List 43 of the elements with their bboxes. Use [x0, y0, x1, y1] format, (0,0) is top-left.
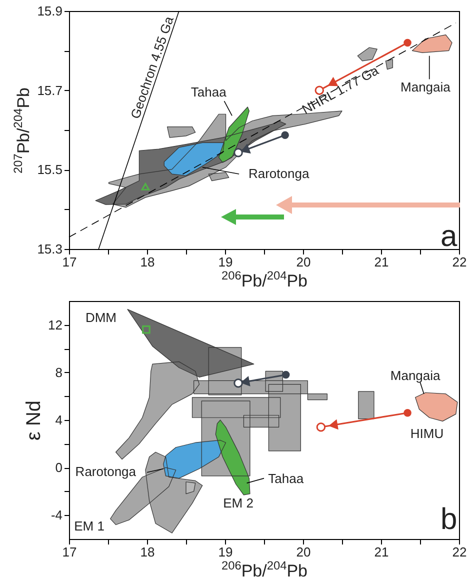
- x-tick-label: 19: [218, 544, 233, 560]
- annotation: Rarotonga: [248, 166, 310, 182]
- annotation: HIMU: [410, 426, 444, 442]
- x-tick-label: 21: [374, 254, 389, 270]
- x-tick-label: 17: [62, 544, 77, 560]
- annotation: Mangaia: [400, 80, 452, 95]
- annotation: Mangaia: [390, 368, 442, 384]
- x-axis-title: $^{206}$Pb/$^{204}$Pb: [221, 558, 308, 580]
- y-axis-title: ε Nd: [23, 400, 46, 441]
- point: [141, 183, 150, 190]
- x-axis-title: $^{206}$Pb/$^{204}$Pb: [221, 268, 308, 290]
- point: [282, 370, 290, 379]
- annotation: NHRL 1.77 Ga: [299, 62, 382, 118]
- y-tick-label: 0: [55, 460, 62, 476]
- point: [142, 325, 150, 334]
- y-tick-label: 15.5: [37, 162, 62, 178]
- x-tick-label: 22: [452, 544, 467, 560]
- x-tick-label: 19: [218, 254, 233, 270]
- annotation: Tahaa: [190, 84, 228, 100]
- annotation: EM 1: [74, 518, 104, 534]
- point: [404, 408, 412, 417]
- annotation: Tahaa: [268, 470, 304, 486]
- x-tick-label: 20: [296, 544, 311, 560]
- x-tick-label: 21: [374, 544, 389, 560]
- x-tick-label: 17: [62, 254, 77, 270]
- y-tick-label: 15.3: [37, 242, 62, 256]
- y-tick-label: 8: [55, 364, 62, 380]
- y-tick-label: 4: [55, 412, 62, 428]
- annotation: b: [440, 503, 458, 536]
- annotation: Rarotonga: [75, 464, 137, 480]
- y-tick-label: 15.9: [37, 4, 62, 18]
- x-tick-label: 18: [140, 544, 155, 560]
- y-tick-label: 15.7: [37, 82, 62, 98]
- x-tick-label: 22: [452, 254, 467, 270]
- x-tick-label: 18: [140, 254, 155, 270]
- annotation: DMM: [85, 310, 117, 326]
- point: [281, 131, 289, 140]
- point: [404, 38, 412, 47]
- annotation: EM 2: [223, 496, 254, 511]
- x-tick-label: 20: [296, 254, 311, 270]
- annotation: a: [440, 220, 458, 254]
- y-tick-label: 12: [48, 317, 62, 332]
- y-tick-label: -4: [50, 508, 62, 523]
